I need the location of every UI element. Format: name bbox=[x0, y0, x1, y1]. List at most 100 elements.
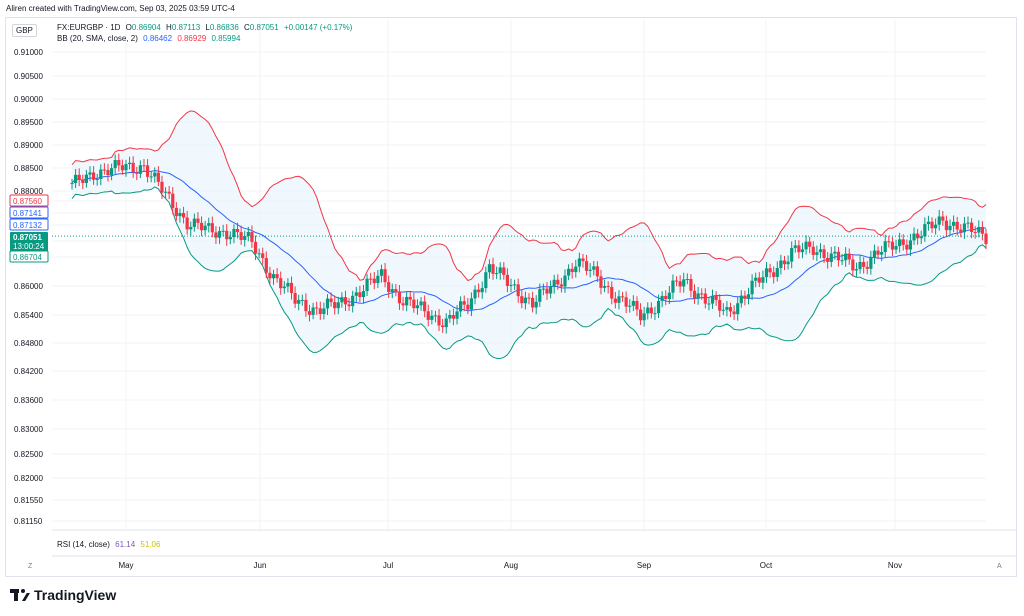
bollinger-upper-line bbox=[71, 110, 987, 282]
candle-body bbox=[505, 274, 510, 286]
candle-body bbox=[624, 297, 628, 307]
candle-body bbox=[851, 259, 855, 271]
candle-body bbox=[138, 165, 142, 174]
bollinger-lower-line bbox=[71, 186, 987, 360]
candle-body bbox=[451, 315, 456, 319]
candle-body bbox=[617, 296, 621, 303]
candle-body bbox=[736, 303, 740, 315]
bb-legend[interactable]: BB (20, SMA, close, 2) 0.86462 0.86929 0… bbox=[57, 34, 241, 43]
candle-body bbox=[631, 300, 635, 306]
candle-body bbox=[541, 288, 545, 290]
candle-body bbox=[433, 315, 438, 317]
symbol-legend: FX:EURGBP · 1D O0.86904 H0.87113 L0.8683… bbox=[57, 23, 353, 32]
y-tick-label: 0.89000 bbox=[14, 141, 43, 150]
candle-body bbox=[135, 172, 139, 174]
candle-body bbox=[682, 279, 686, 287]
candle-body bbox=[171, 193, 175, 208]
candle-body bbox=[289, 282, 294, 294]
candle-body bbox=[646, 307, 650, 314]
candle-body bbox=[99, 169, 103, 180]
y-tick-label: 0.81150 bbox=[14, 517, 43, 526]
candle-body bbox=[469, 298, 474, 310]
candle-body bbox=[412, 299, 416, 309]
candle-body bbox=[534, 301, 538, 308]
candle-body bbox=[487, 264, 492, 273]
candle-body bbox=[243, 236, 247, 240]
rsi-legend[interactable]: RSI (14, close) 61.14 51.06 bbox=[57, 540, 161, 549]
candle-body bbox=[235, 228, 240, 233]
candle-body bbox=[959, 229, 963, 233]
y-tick-label: 0.89500 bbox=[14, 118, 43, 127]
candle-body bbox=[833, 251, 837, 254]
candle-body bbox=[455, 311, 459, 319]
candle-body bbox=[653, 313, 657, 315]
tradingview-logo: TradingView bbox=[10, 587, 116, 603]
auto-scale-button[interactable]: A bbox=[997, 563, 1002, 570]
candle-body bbox=[628, 305, 632, 307]
candle-body bbox=[437, 315, 441, 326]
price-label-box bbox=[9, 206, 49, 219]
candle-body bbox=[782, 260, 787, 265]
candle-body bbox=[840, 260, 844, 262]
candle-body bbox=[599, 276, 603, 288]
candle-body bbox=[847, 253, 851, 260]
candle-body bbox=[102, 169, 106, 171]
candle-body bbox=[556, 279, 560, 285]
y-tick-label: 0.88500 bbox=[14, 164, 43, 173]
candle-body bbox=[764, 268, 769, 278]
x-tick-label: Nov bbox=[888, 561, 902, 570]
candle-body bbox=[300, 299, 304, 301]
price-label-box bbox=[9, 194, 49, 207]
candle-body bbox=[459, 301, 463, 312]
candle-body bbox=[581, 258, 585, 262]
candle-body bbox=[426, 311, 430, 320]
candle-body bbox=[865, 266, 869, 269]
candle-body bbox=[973, 231, 977, 233]
candle-body bbox=[656, 300, 661, 314]
candle-body bbox=[217, 231, 222, 238]
candle-body bbox=[584, 261, 589, 271]
zoom-out-button[interactable]: Z bbox=[28, 563, 33, 570]
candle-body bbox=[325, 298, 330, 309]
candle-body bbox=[761, 277, 765, 283]
candle-body bbox=[163, 191, 168, 193]
candle-body bbox=[106, 170, 110, 176]
candle-body bbox=[746, 294, 751, 299]
candle-body bbox=[282, 286, 286, 289]
candle-body bbox=[570, 268, 574, 273]
candle-body bbox=[523, 297, 528, 304]
candle-body bbox=[95, 179, 99, 181]
y-tick-label: 0.82000 bbox=[14, 474, 43, 483]
candle-body bbox=[808, 241, 812, 247]
candle-body bbox=[800, 249, 805, 253]
price-label-basis: 0.87132 bbox=[13, 221, 42, 230]
symbol-name[interactable]: FX:EURGBP · 1D bbox=[57, 23, 121, 32]
candle-body bbox=[649, 307, 653, 314]
candle-body bbox=[811, 246, 815, 255]
created-by-text: Aliren created with TradingView.com, Sep… bbox=[6, 4, 235, 13]
candle-body bbox=[376, 275, 380, 284]
candle-body bbox=[804, 241, 808, 250]
y-tick-label: 0.91000 bbox=[14, 48, 43, 57]
candle-body bbox=[214, 232, 218, 238]
candle-body bbox=[77, 174, 81, 181]
candle-body bbox=[268, 272, 272, 279]
candle-body bbox=[779, 260, 783, 269]
candle-body bbox=[379, 269, 384, 276]
x-tick-label: Jul bbox=[383, 561, 393, 570]
price-label-lower: 0.86704 bbox=[13, 253, 42, 262]
candle-body bbox=[394, 289, 398, 292]
candle-body bbox=[714, 295, 718, 301]
candle-body bbox=[876, 250, 880, 255]
candle-body bbox=[466, 304, 470, 310]
candle-body bbox=[408, 296, 412, 300]
price-label-box bbox=[9, 218, 49, 231]
candle-body bbox=[73, 174, 78, 184]
candle-body bbox=[844, 253, 848, 261]
candle-body bbox=[635, 300, 639, 310]
candle-body bbox=[696, 293, 700, 299]
candle-body bbox=[441, 325, 445, 328]
y-tick-label: 0.83600 bbox=[14, 396, 43, 405]
currency-button[interactable]: GBP bbox=[12, 24, 37, 37]
